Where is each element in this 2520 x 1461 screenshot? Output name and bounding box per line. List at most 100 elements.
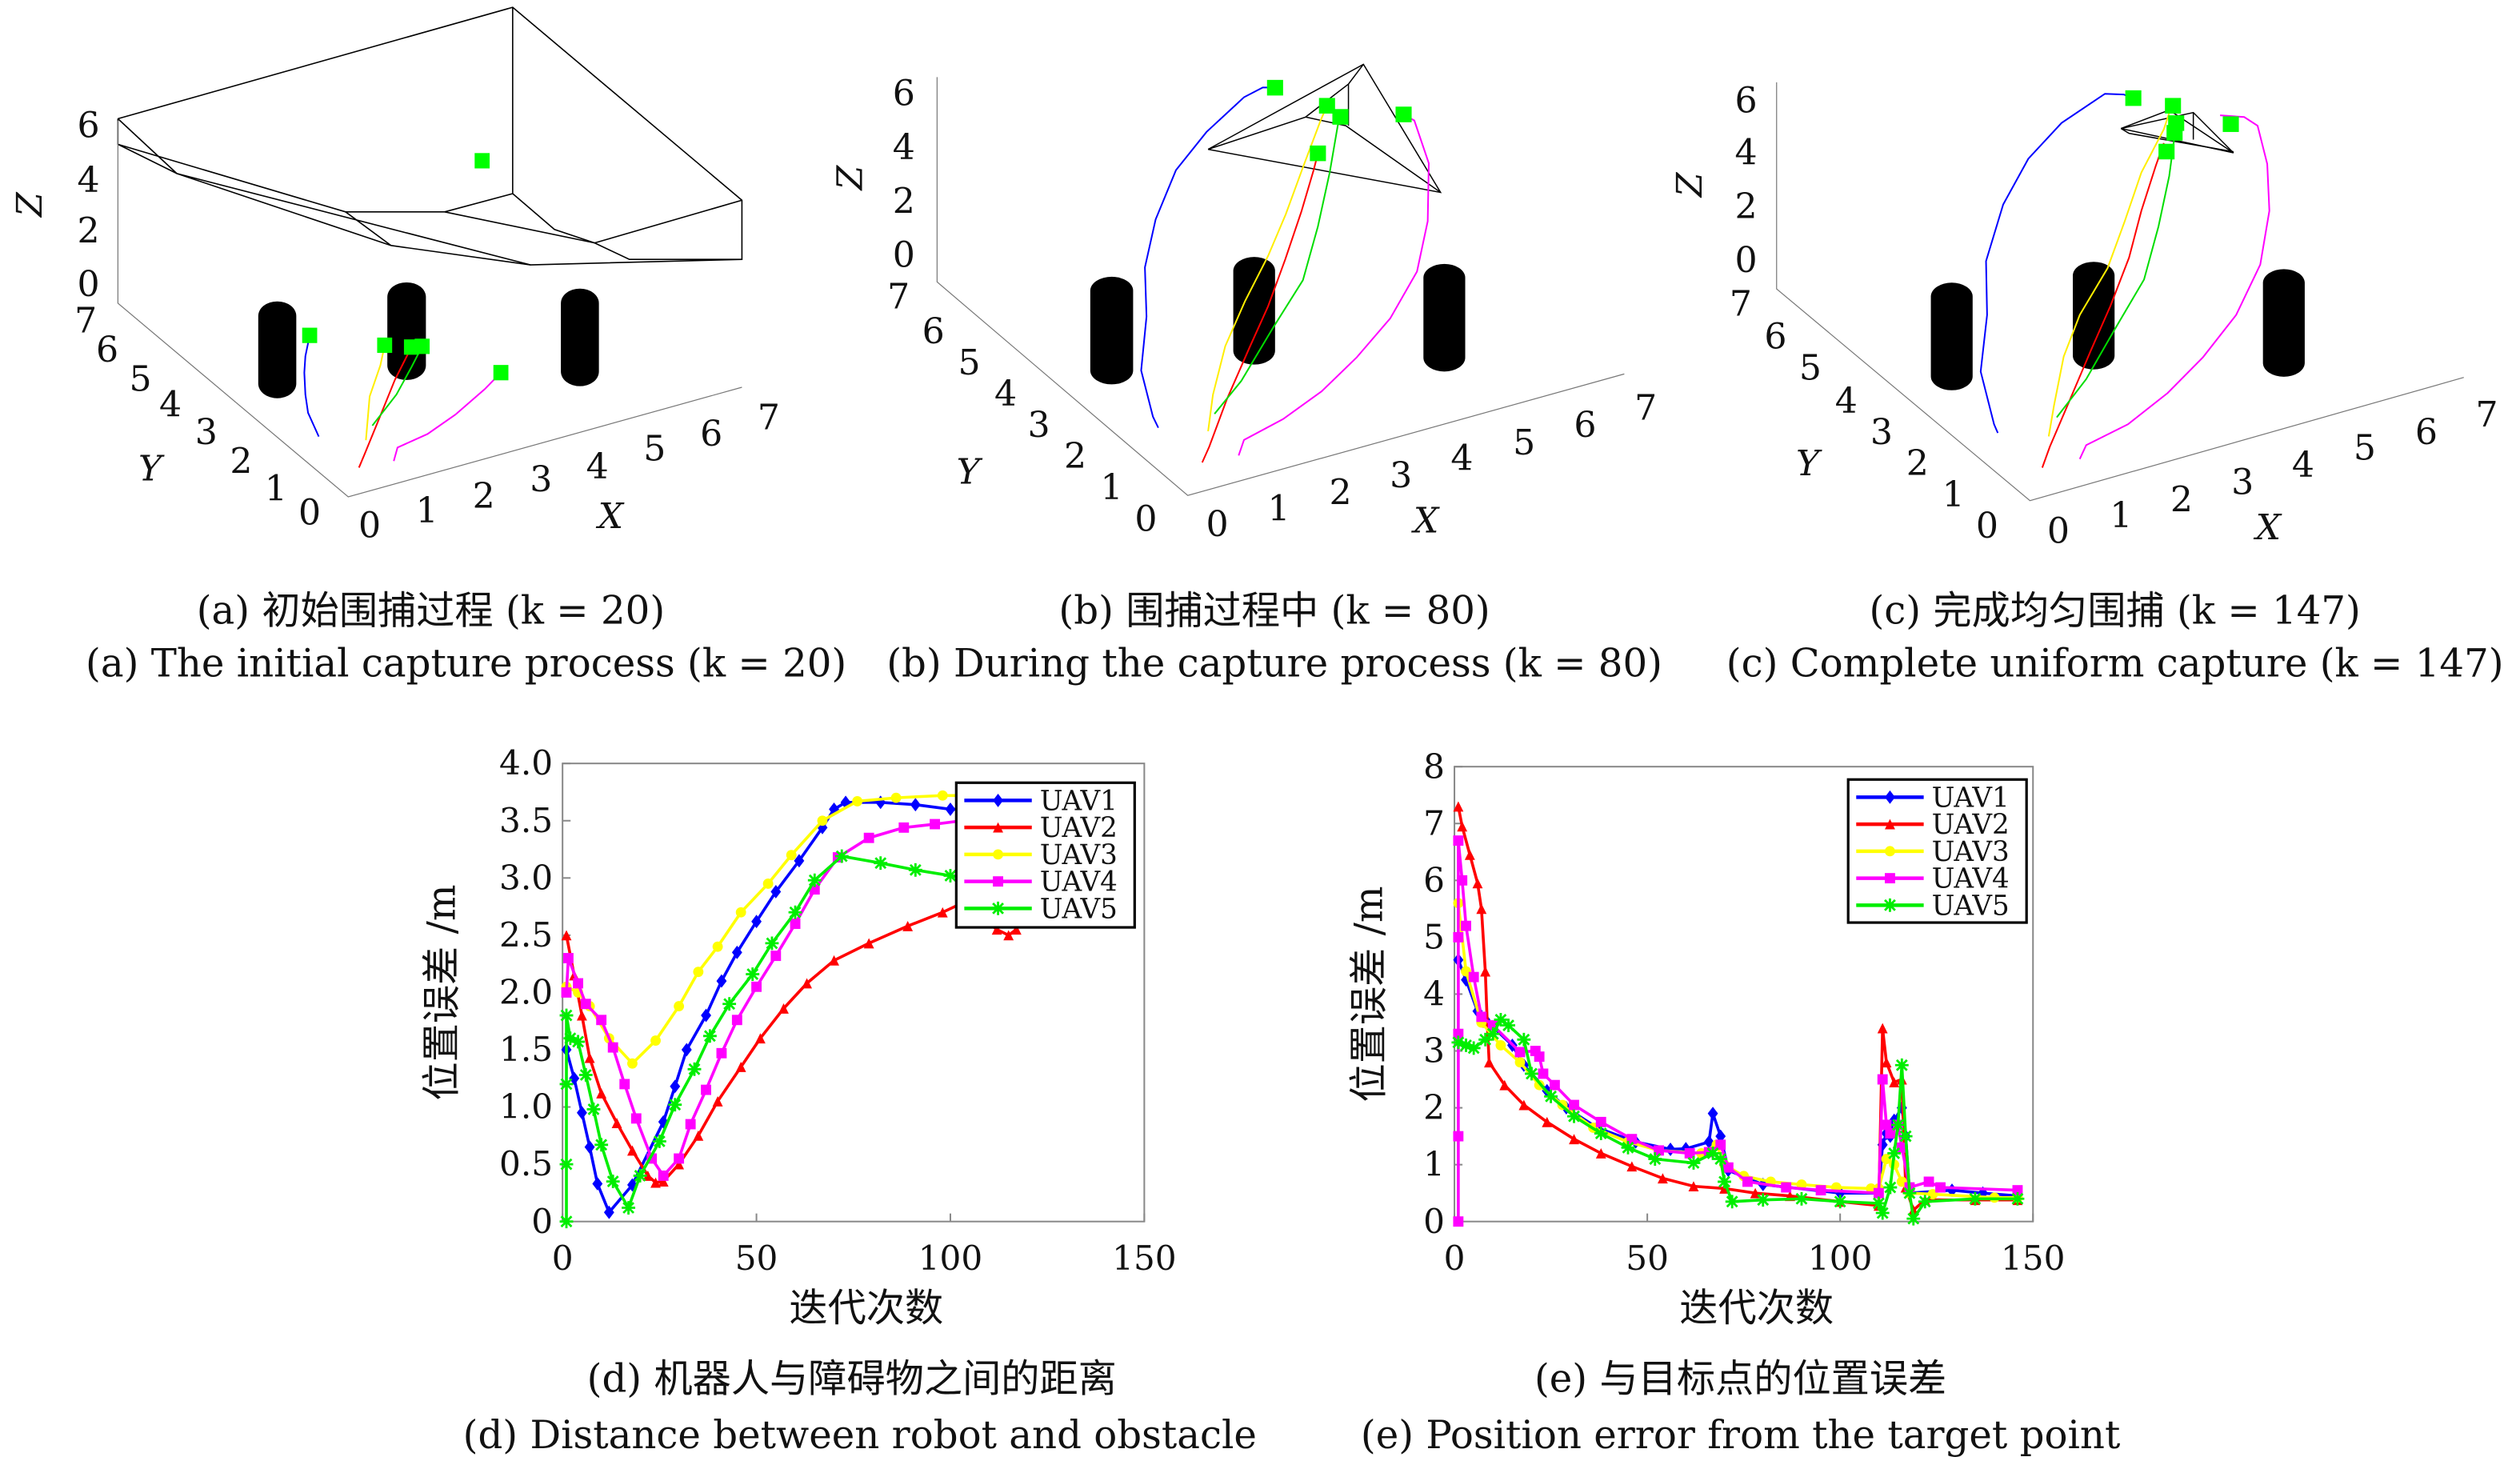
square-marker <box>1722 1162 1734 1173</box>
x-axis-label: X <box>2254 507 2282 548</box>
legend-item: UAV5 <box>964 893 1118 925</box>
triangle-marker <box>1484 1057 1494 1068</box>
asterisk-marker <box>1875 1206 1890 1220</box>
x-tick-label: 0 <box>358 505 381 546</box>
asterisk-marker <box>1918 1195 1932 1209</box>
x-tick-label: 1 <box>1267 488 1290 529</box>
target-point-marker <box>2165 98 2182 114</box>
asterisk-marker <box>1718 1175 1731 1189</box>
asterisk-marker <box>1686 1156 1701 1170</box>
y-tick-label: 1 <box>1423 1145 1445 1184</box>
y-tick-label: 0 <box>531 1202 553 1241</box>
square-marker <box>1896 1142 1907 1153</box>
triangle-marker <box>642 1171 654 1181</box>
asterisk-marker <box>1517 1032 1531 1047</box>
y-tick-label: 2 <box>230 441 252 482</box>
triangle-marker <box>1657 1173 1668 1184</box>
y-tick-label: 4 <box>159 385 182 426</box>
square-marker <box>1453 1216 1464 1227</box>
legend-item: UAV3 <box>964 839 1118 871</box>
y-tick-label: 5 <box>129 359 151 400</box>
triangle-marker <box>802 978 813 989</box>
z-tick-label: 4 <box>1735 133 1758 174</box>
asterisk-marker <box>1756 1193 1770 1207</box>
square-marker <box>1654 1145 1665 1156</box>
asterisk-marker <box>908 863 922 877</box>
triangle-marker <box>991 924 1002 935</box>
triangle-marker <box>596 1087 607 1099</box>
series-line <box>565 819 962 1179</box>
target-point-marker <box>414 338 430 354</box>
trajectory-uav5 <box>1214 117 1340 414</box>
target-point-marker <box>2166 125 2183 141</box>
asterisk-marker <box>1871 1196 1886 1211</box>
triangle-marker <box>1472 878 1483 889</box>
asterisk-marker <box>571 1035 586 1049</box>
legend-item: UAV3 <box>1856 836 2010 868</box>
square-marker <box>580 999 591 1010</box>
asterisk-marker <box>1621 1140 1635 1155</box>
square-marker <box>1595 1116 1606 1127</box>
diamond-marker <box>1715 1129 1726 1143</box>
circle-marker <box>674 1001 685 1012</box>
legend-label: UAV2 <box>1040 812 1118 844</box>
axes-3d <box>937 77 1624 495</box>
asterisk-marker <box>943 869 958 883</box>
x-axis-label: X <box>596 496 625 537</box>
asterisk-marker <box>1883 898 1897 912</box>
y-tick-label: 5 <box>1423 917 1445 956</box>
z-tick-label: 2 <box>1735 186 1758 227</box>
asterisk-marker <box>1968 1191 1982 1206</box>
square-marker <box>1453 931 1464 943</box>
trajectory-uav2 <box>2042 143 2164 468</box>
circle-marker <box>650 1035 661 1046</box>
asterisk-marker <box>594 1138 609 1152</box>
circle-marker <box>937 790 948 801</box>
obstacle-cylinder <box>2262 269 2305 377</box>
series-uav1 <box>561 795 971 1219</box>
trajectory-uav2 <box>1202 154 1318 462</box>
asterisk-marker <box>1794 1191 1809 1206</box>
diamond-marker <box>945 802 956 816</box>
square-marker <box>1534 1051 1545 1063</box>
square-marker <box>716 1047 727 1059</box>
triangle-marker <box>754 1033 766 1044</box>
triangle-marker <box>561 930 572 941</box>
square-marker <box>1569 1099 1579 1111</box>
chart-distance-to-obstacle: 0 0.5 1.0 1.5 2.0 2.5 3.0 3.5 4.0 0 50 100 150 迭代次数 位置… <box>420 743 1177 1331</box>
asterisk-marker <box>722 997 737 1011</box>
triangle-marker <box>584 1052 595 1063</box>
trajectory-uav5 <box>372 346 422 426</box>
series-line <box>565 901 1018 1184</box>
asterisk-marker <box>788 905 802 919</box>
trajectory-uav4 <box>1238 114 1429 455</box>
legend-label: UAV1 <box>1932 782 2010 814</box>
y-tick-label: 1 <box>1942 474 1965 515</box>
asterisk-marker <box>1478 1032 1493 1047</box>
triangle-marker <box>627 1145 638 1156</box>
circle-marker <box>890 792 902 803</box>
target-point-marker <box>1310 145 1326 162</box>
series-line <box>1457 903 2018 1199</box>
obstacle-cylinder <box>561 288 599 386</box>
legend-label: UAV2 <box>1932 809 2010 841</box>
target-point-marker <box>474 153 490 169</box>
y-tick-label: 0 <box>1134 498 1157 539</box>
triangle-marker <box>1889 1077 1900 1088</box>
square-marker <box>1453 1028 1464 1039</box>
z-axis-label: Z <box>10 191 50 218</box>
square-marker <box>1781 1182 1792 1193</box>
circle-marker <box>735 907 746 918</box>
trajectory-uav3 <box>2049 105 2172 436</box>
asterisk-marker <box>1833 1195 1847 1209</box>
y-tick-label: 6 <box>922 311 945 352</box>
asterisk-marker <box>746 967 760 981</box>
triangle-marker <box>778 1003 789 1014</box>
asterisk-marker <box>1486 1027 1500 1041</box>
trajectory-uav1 <box>1141 87 1276 427</box>
square-marker <box>731 1015 742 1026</box>
